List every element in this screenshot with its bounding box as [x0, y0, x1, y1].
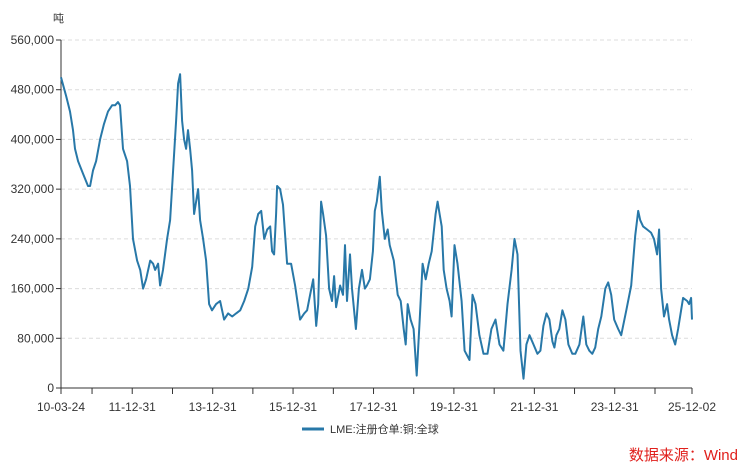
x-tick-label: 23-12-31 [591, 400, 639, 414]
y-axis-unit-label: 吨 [53, 12, 64, 25]
y-tick-label: 240,000 [11, 232, 55, 246]
gridlines [61, 39, 692, 339]
x-axis: 10-03-24 11-12-31 13-12-31 15-12-31 17-12-31… [37, 387, 716, 414]
x-tick-label: 15-12-31 [269, 400, 317, 414]
y-tick-label: 160,000 [11, 282, 55, 296]
y-axis: 0 80,000 160,000 240,000 320,000 400,000 480,0… [11, 33, 62, 395]
y-tick-label: 400,000 [11, 132, 55, 146]
x-tick-label: 17-12-31 [350, 400, 398, 414]
x-tick-label: 11-12-31 [109, 400, 156, 414]
legend[interactable]: LME:注册仓单:铜:全球 [302, 422, 439, 436]
y-tick-label: 480,000 [11, 83, 55, 97]
y-tick-label: 0 [47, 381, 54, 395]
series-line-lme-copper-warrants [60, 73, 693, 380]
x-tick-label: 21-12-31 [510, 400, 558, 414]
y-tick-label: 560,000 [11, 33, 55, 47]
legend-label: LME:注册仓单:铜:全球 [330, 422, 439, 436]
y-tick-label: 80,000 [17, 331, 54, 345]
x-tick-label: 25-12-02 [668, 400, 716, 414]
y-tick-label: 320,000 [11, 182, 55, 196]
data-source-note: 数据来源：Wind [628, 447, 738, 464]
x-tick-label: 13-12-31 [189, 400, 237, 414]
x-tick-label: 10-03-24 [37, 400, 85, 414]
x-tick-label: 19-12-31 [430, 400, 478, 414]
